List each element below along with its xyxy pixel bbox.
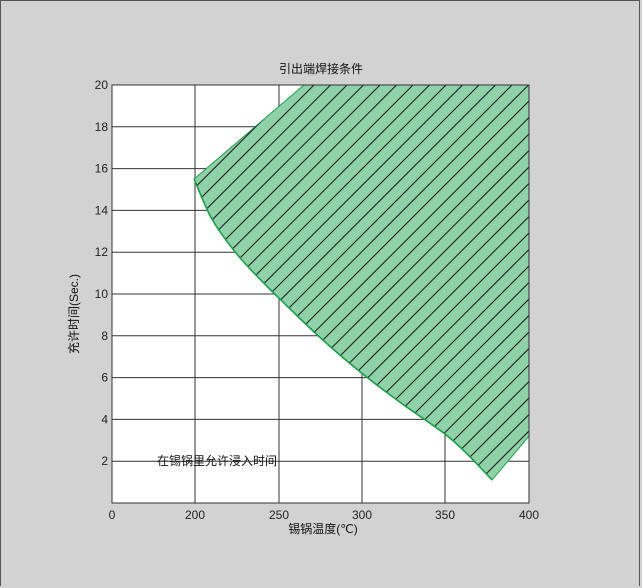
x-tick-label: 350 xyxy=(435,508,455,522)
x-axis-label: 锡锅温度(℃) xyxy=(288,521,357,536)
y-tick-label: 10 xyxy=(95,287,109,301)
x-tick-label: 400 xyxy=(519,508,539,522)
hatch-line xyxy=(569,1,642,523)
hatch-line xyxy=(520,1,642,523)
y-tick-label: 6 xyxy=(101,371,108,385)
y-tick-labels: 2 4 6 8 10 12 14 16 18 20 xyxy=(95,78,109,468)
x-tick-label: 300 xyxy=(352,508,372,522)
chart-title: 引出端焊接条件 xyxy=(279,61,363,76)
x-tick-label: 0 xyxy=(109,508,116,522)
x-tick-labels: 0 200 250 300 350 400 xyxy=(109,508,540,522)
y-axis-label: 充许时间(Sec.) xyxy=(66,274,81,354)
x-tick-label: 200 xyxy=(185,508,205,522)
y-tick-label: 8 xyxy=(101,329,108,343)
y-tick-label: 16 xyxy=(95,162,109,176)
y-tick-label: 20 xyxy=(95,78,109,92)
y-tick-label: 18 xyxy=(95,120,109,134)
y-tick-label: 4 xyxy=(101,412,108,426)
y-tick-label: 12 xyxy=(95,245,109,259)
region-annotation: 在锡锅里允许浸入时间 xyxy=(157,453,277,468)
x-tick-label: 250 xyxy=(269,508,289,522)
y-tick-label: 2 xyxy=(101,454,108,468)
hatch-line xyxy=(536,1,642,523)
y-tick-label: 14 xyxy=(95,203,109,217)
hatch-line xyxy=(553,1,642,523)
